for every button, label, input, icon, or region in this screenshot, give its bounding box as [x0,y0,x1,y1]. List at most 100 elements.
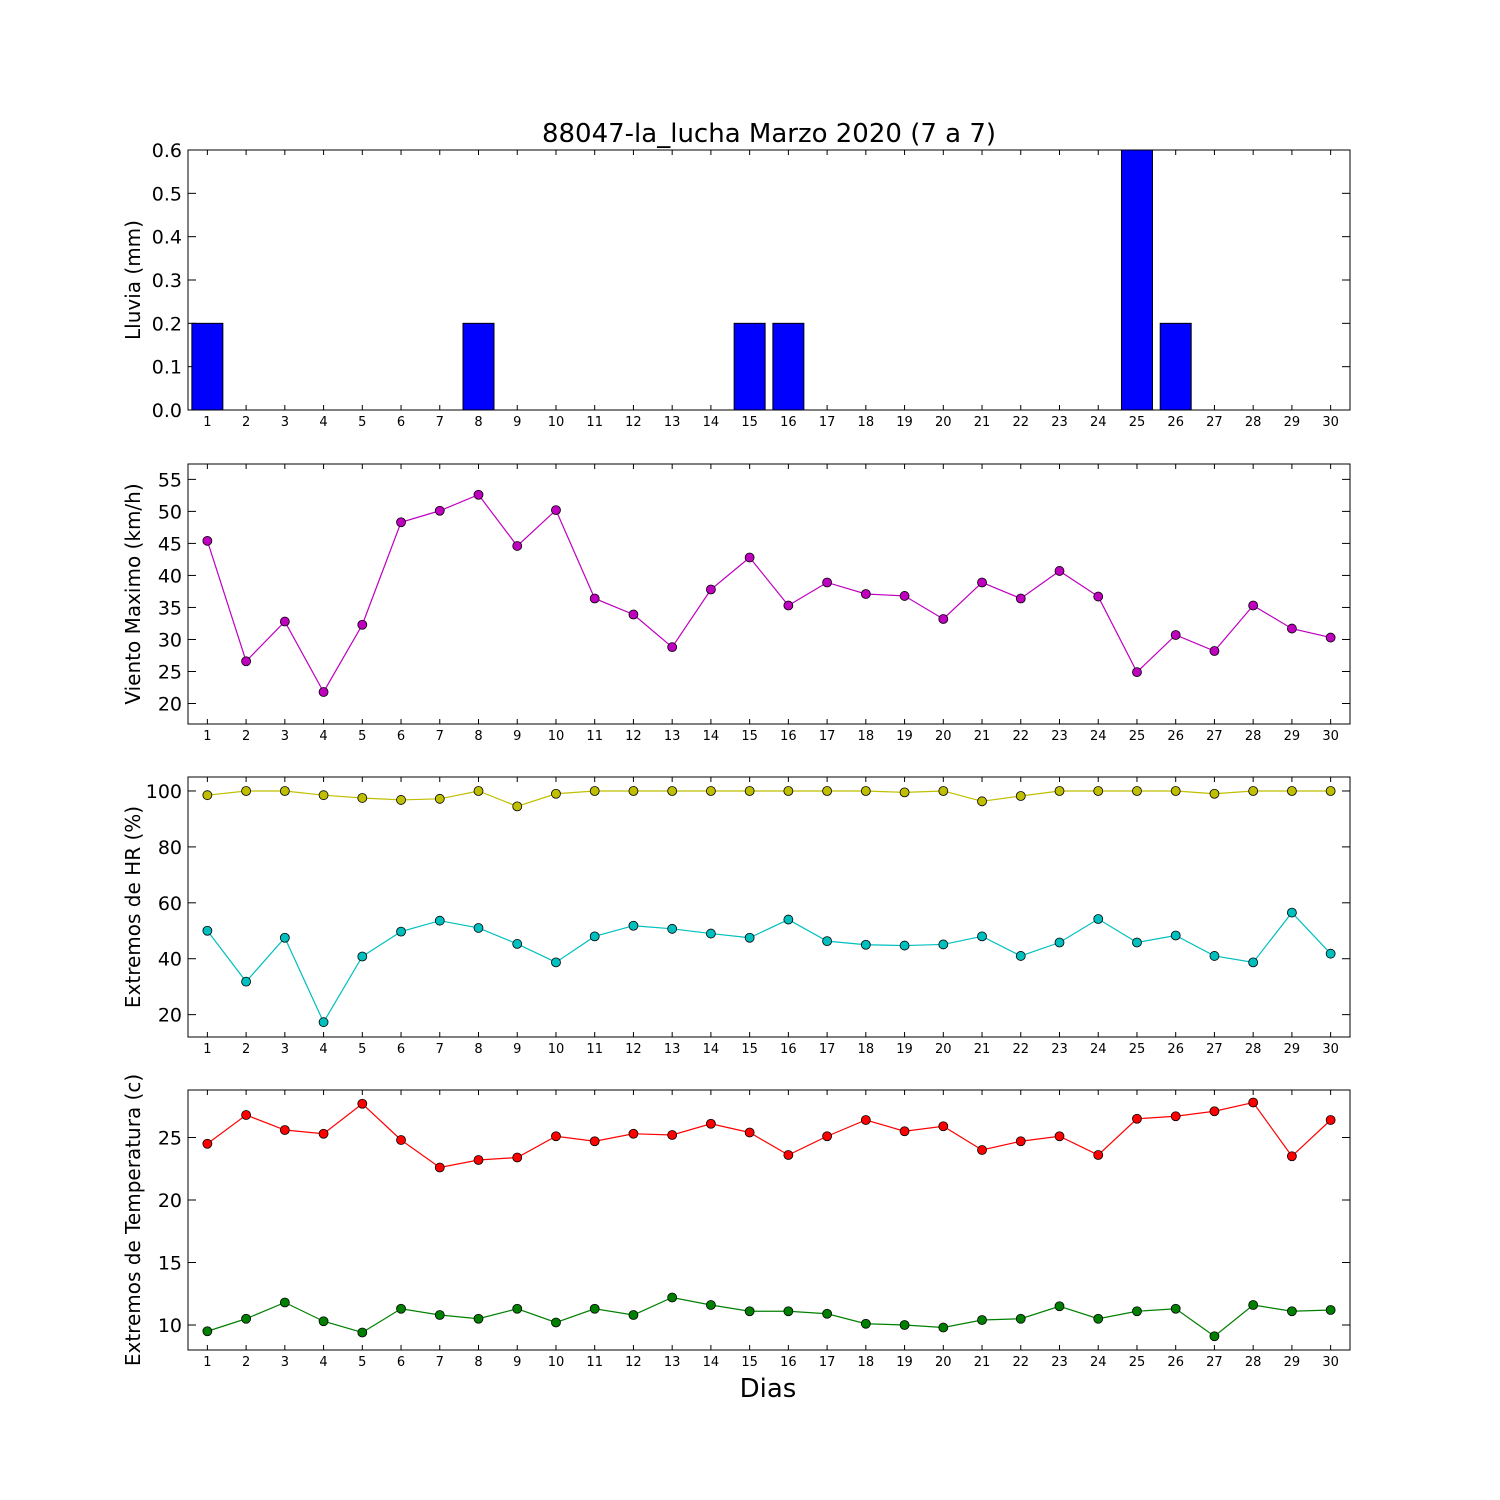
data-point [667,786,678,796]
x-tick-label: 28 [1245,415,1262,430]
data-point [318,687,329,697]
panel-extremos-de-hr: 1 2 3 4 5 6 7 8 9 10 11 12 13 14 15 16 17 18 19 20 21 22 23 24 2… [121,776,1351,1057]
data-point [860,589,871,599]
data-point [1054,786,1065,796]
data-point [899,1320,910,1330]
y-tick-label: 35 [158,597,182,619]
data-point [744,552,755,563]
panels: 1 2 3 4 5 6 7 8 9 10 11 12 13 14 15 16 17 18 19 20 21 22 23 24 2… [121,140,1351,1370]
x-tick-label: 2 [242,1042,250,1057]
x-tick-label: 5 [358,729,366,744]
data-point [744,1306,755,1317]
series-line [207,790,1331,807]
x-tick-label: 24 [1090,729,1107,744]
x-tick-label: 4 [319,415,327,430]
x-tick-label: 2 [242,1355,250,1370]
y-tick-label: 30 [158,629,182,651]
data-point [202,1326,213,1337]
y-axis-label: Extremos de HR (%) [121,806,145,1008]
x-tick-label: 27 [1206,1042,1223,1057]
data-point [977,577,987,588]
y-tick-label: 0.1 [152,357,182,379]
data-point [318,1316,329,1327]
data-point [1132,786,1142,796]
x-tick-label: 12 [625,1355,642,1370]
x-tick-label: 24 [1090,1355,1107,1370]
x-tick-label: 29 [1284,415,1301,430]
data-point [860,1115,871,1125]
data-point [706,786,716,796]
data-point [1287,623,1297,634]
x-tick-label: 1 [203,415,211,430]
x-tick-label: 10 [548,1355,565,1370]
x-tick-label: 22 [1012,1042,1029,1057]
y-tick-label: 0.6 [152,140,182,162]
data-point [1325,632,1336,643]
x-tick-label: 4 [319,1355,327,1370]
x-tick-label: 20 [935,1042,952,1057]
data-point [783,1306,794,1317]
data-point [357,619,368,630]
x-tick-label: 4 [319,1042,327,1057]
x-tick-label: 29 [1284,1042,1301,1057]
x-tick-label: 9 [513,1355,521,1370]
x-tick-label: 21 [974,415,991,430]
x-tick-label: 14 [703,415,720,430]
data-point [977,796,987,807]
y-axis-label: Viento Maximo (km/h) [121,483,145,704]
x-tick-label: 7 [436,1042,444,1057]
data-point [589,593,600,604]
y-tick-label: 20 [158,1005,182,1027]
data-point [1248,1097,1259,1108]
data-point [1093,786,1104,796]
x-tick-label: 25 [1129,1355,1146,1370]
x-tick-label: 20 [935,1355,952,1370]
x-tick-label: 12 [625,415,642,430]
x-tick-label: 28 [1245,729,1262,744]
bar [462,322,495,411]
y-tick-label: 80 [158,837,182,859]
data-point [1248,957,1259,968]
data-point [434,1162,445,1173]
data-point [1170,786,1181,796]
y-tick-label: 15 [158,1253,182,1275]
data-point [357,1327,368,1338]
data-point [279,932,290,943]
chart-title: 88047-la_lucha Marzo 2020 (7 a 7) [542,119,996,149]
x-tick-label: 2 [242,415,250,430]
x-tick-label: 19 [896,729,913,744]
x-tick-label: 14 [703,729,720,744]
y-tick-label: 25 [158,1128,182,1150]
data-point [1054,1301,1065,1312]
data-point [434,505,445,516]
data-point [202,535,213,546]
x-tick-label: 24 [1090,1042,1107,1057]
data-point [318,790,329,801]
data-point [396,795,406,805]
data-point [1015,1313,1026,1324]
x-tick-label: 13 [664,729,681,744]
x-tick-label: 8 [474,1355,482,1370]
y-tick-label: 0.2 [152,313,182,335]
data-point [1248,1300,1259,1310]
data-point [512,541,523,551]
data-point [822,936,832,947]
data-point [434,793,445,804]
data-point [938,1121,949,1132]
x-tick-label: 19 [896,1355,913,1370]
x-axis-label: Dias [740,1374,797,1404]
x-tick-label: 16 [780,729,797,744]
data-point [589,1136,600,1147]
x-tick-label: 8 [474,729,482,744]
data-point [473,1155,484,1165]
x-tick-label: 9 [513,1042,521,1057]
x-tick-label: 22 [1012,729,1029,744]
data-point [202,790,213,801]
x-tick-label: 8 [474,415,482,430]
data-point [1093,914,1104,924]
data-point [628,1310,639,1320]
x-tick-label: 15 [741,415,758,430]
data-point [744,786,755,796]
data-point [1209,1331,1220,1342]
